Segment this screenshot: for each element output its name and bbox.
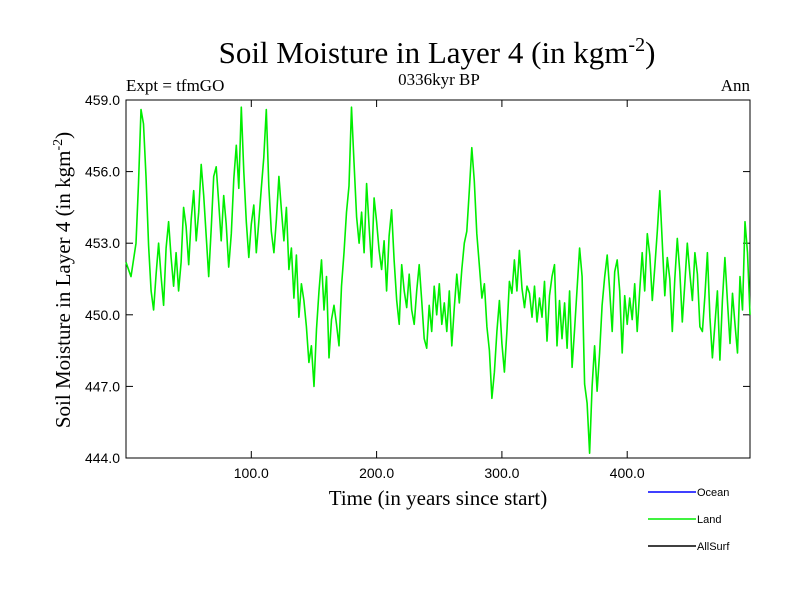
y-tick-label: 459.0 (85, 92, 120, 108)
y-axis-title: Soil Moisture in Layer 4 (in kgm-2) (51, 132, 75, 428)
legend-item-allsurf: AllSurf (648, 541, 730, 553)
series-lines (125, 106, 751, 455)
legend: Ocean Land AllSurf (648, 487, 730, 553)
series-line-land (125, 106, 751, 455)
y-tick-label: 447.0 (85, 378, 120, 394)
x-tick-label: 400.0 (610, 465, 645, 481)
experiment-label: Expt = tfmGO (126, 76, 224, 95)
x-tick-label: 100.0 (234, 465, 269, 481)
y-tick-label: 456.0 (85, 164, 120, 180)
y-tick-label: 453.0 (85, 235, 120, 251)
y-tick-label: 444.0 (85, 450, 120, 466)
x-axis-title: Time (in years since start) (329, 486, 548, 510)
legend-label-land: Land (697, 514, 721, 526)
chart-title: Soil Moisture in Layer 4 (in kgm-2) (219, 34, 656, 70)
y-tick-label: 450.0 (85, 307, 120, 323)
legend-label-allsurf: AllSurf (697, 541, 730, 553)
x-tick-label: 300.0 (484, 465, 519, 481)
plot-frame (125, 99, 751, 459)
legend-item-land: Land (648, 514, 721, 526)
legend-item-ocean: Ocean (648, 487, 729, 499)
x-tick-labels: 100.0 200.0 300.0 400.0 (234, 465, 645, 481)
period-label: 0336kyr BP (398, 70, 480, 89)
legend-label-ocean: Ocean (697, 487, 729, 499)
season-label: Ann (721, 76, 751, 95)
x-tick-label: 200.0 (359, 465, 394, 481)
y-tick-labels: 444.0 447.0 450.0 453.0 456.0 459.0 (85, 92, 120, 466)
axis-ticks (126, 99, 750, 459)
